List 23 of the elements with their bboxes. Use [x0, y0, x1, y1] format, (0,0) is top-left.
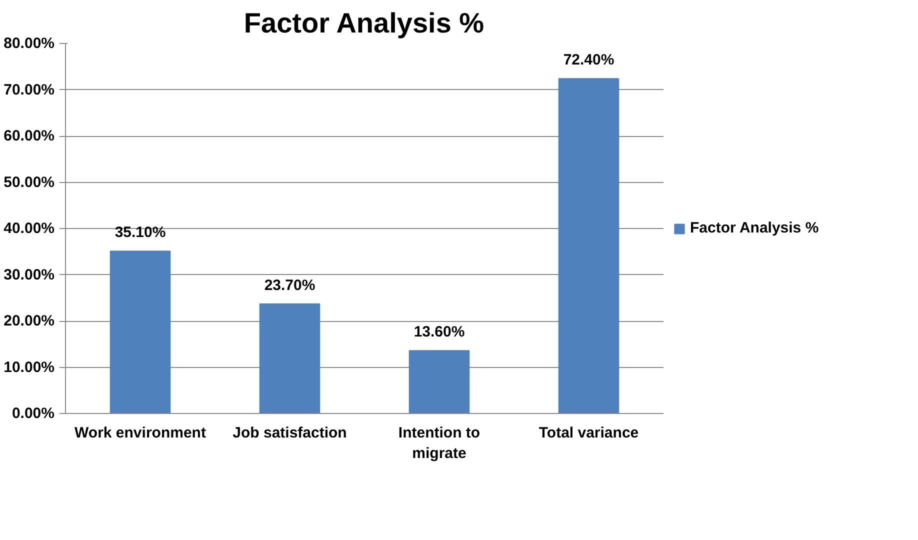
y-tick-label: 20.00% — [4, 312, 54, 330]
x-tick-label: Work environment — [74, 424, 206, 442]
data-label: 72.40% — [563, 52, 614, 69]
bar — [558, 78, 620, 414]
y-tick-label: 30.00% — [4, 266, 54, 284]
x-tick-label: Intention to migrate — [398, 424, 480, 462]
y-tick-label: 70.00% — [4, 81, 54, 98]
x-tick-label: Total variance — [538, 424, 639, 442]
bar — [110, 250, 171, 414]
bar — [408, 350, 470, 414]
y-tick-label: 50.00% — [4, 174, 54, 191]
x-tick-label: Job satisfaction — [232, 424, 347, 442]
y-tick-label: 10.00% — [4, 358, 54, 376]
y-tick-label: 60.00% — [4, 128, 54, 144]
y-tick-label: 0.00% — [12, 405, 55, 422]
legend-label: Factor Analysis % — [690, 220, 819, 236]
data-label: 13.60% — [414, 324, 465, 341]
bar — [259, 303, 320, 414]
data-label: 23.70% — [264, 276, 316, 294]
y-tick-label: 80.00% — [4, 35, 54, 52]
y-tick-label: 40.00% — [4, 220, 54, 237]
data-label: 35.10% — [114, 224, 166, 242]
chart-title: Factor Analysis % — [244, 8, 484, 38]
